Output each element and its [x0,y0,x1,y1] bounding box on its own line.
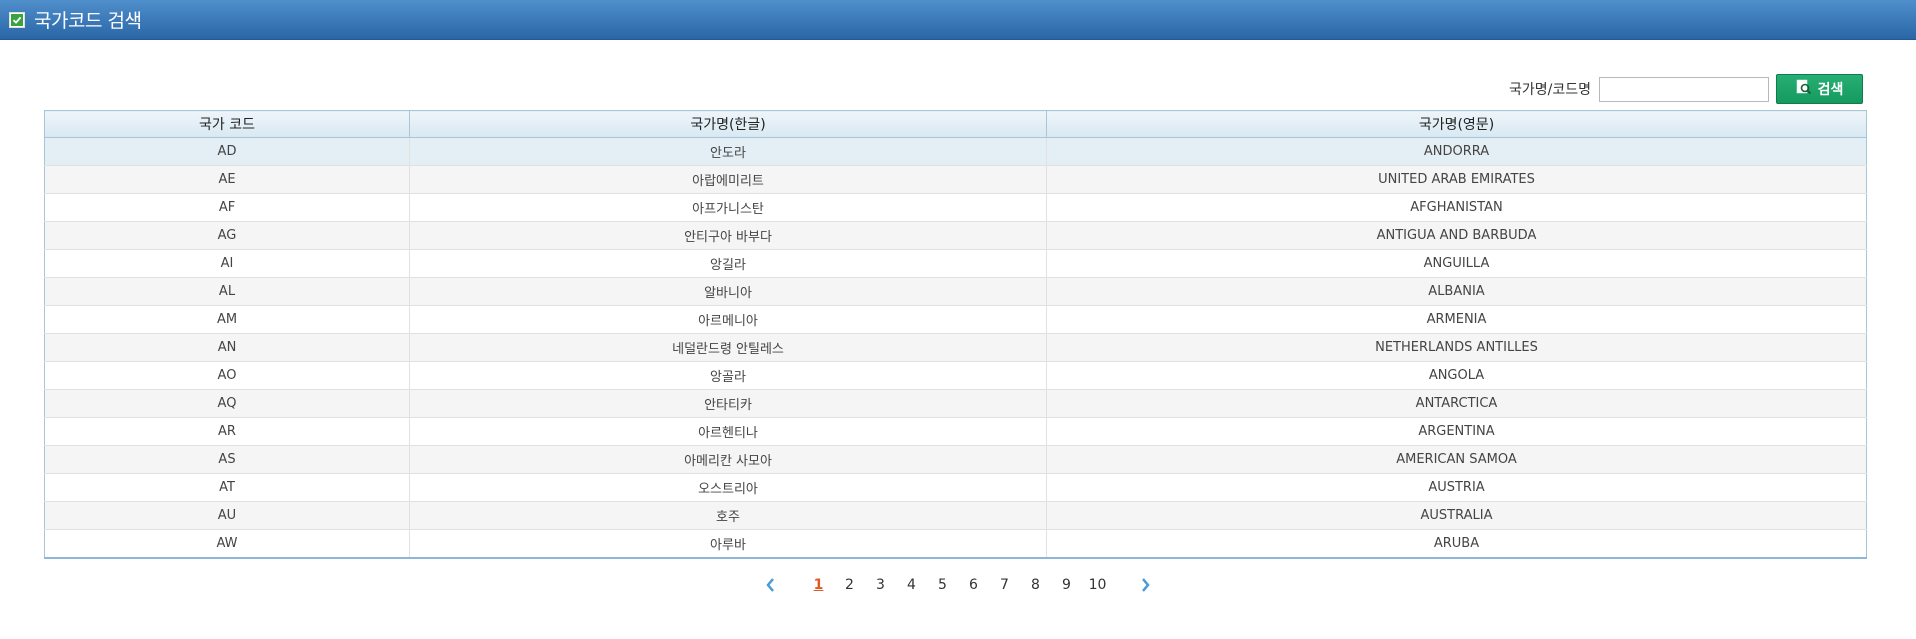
table-row[interactable]: AU 호주 AUSTRALIA [44,501,1867,530]
cell-name-en: ANDORRA [1046,137,1867,166]
cell-name-en: ARUBA [1046,529,1867,559]
page-link-3[interactable]: 3 [876,577,885,593]
table-row[interactable]: AO 앙골라 ANGOLA [44,361,1867,390]
cell-name-ko: 안타티카 [409,389,1047,418]
cell-name-en: ANGOLA [1046,361,1867,390]
cell-name-en: AUSTRALIA [1046,501,1867,530]
cell-name-ko: 앙골라 [409,361,1047,390]
cell-code: AQ [44,389,410,418]
table-header-row: 국가 코드 국가명(한글) 국가명(영문) [44,110,1867,138]
page-link-7[interactable]: 7 [1000,577,1009,593]
table-row[interactable]: AQ 안타티카 ANTARCTICA [44,389,1867,418]
table-row[interactable]: AL 알바니아 ALBANIA [44,277,1867,306]
page-link-4[interactable]: 4 [907,577,916,593]
cell-name-ko: 아랍에미리트 [409,165,1047,194]
pagination: 1 2 3 4 5 6 7 8 9 10 [0,573,1916,597]
cell-name-en: ARGENTINA [1046,417,1867,446]
page-link-2[interactable]: 2 [845,577,854,593]
search-label: 국가명/코드명 [1509,82,1591,98]
page-link-5[interactable]: 5 [938,577,947,593]
cell-name-ko: 알바니아 [409,277,1047,306]
cell-name-ko: 호주 [409,501,1047,530]
table-row[interactable]: AT 오스트리아 AUSTRIA [44,473,1867,502]
cell-code: AR [44,417,410,446]
cell-name-ko: 아르헨티나 [409,417,1047,446]
page-link-1[interactable]: 1 [813,577,824,593]
check-icon [9,11,25,28]
table-row[interactable]: AN 네덜란드령 안틸레스 NETHERLANDS ANTILLES [44,333,1867,362]
cell-code: AS [44,445,410,474]
cell-name-en: ANTIGUA AND BARBUDA [1046,221,1867,250]
table-row[interactable]: AF 아프가니스탄 AFGHANISTAN [44,193,1867,222]
cell-name-en: ANTARCTICA [1046,389,1867,418]
cell-name-en: ALBANIA [1046,277,1867,306]
cell-name-ko: 네덜란드령 안틸레스 [409,333,1047,362]
cell-name-en: NETHERLANDS ANTILLES [1046,333,1867,362]
search-area: 국가명/코드명 검색 [1509,74,1863,104]
table-row[interactable]: AE 아랍에미리트 UNITED ARAB EMIRATES [44,165,1867,194]
cell-name-en: AUSTRIA [1046,473,1867,502]
page-link-10[interactable]: 10 [1088,577,1107,593]
cell-name-en: ARMENIA [1046,305,1867,334]
cell-code: AE [44,165,410,194]
column-header-name-en: 국가명(영문) [1046,110,1867,138]
table-row[interactable]: AM 아르메니아 ARMENIA [44,305,1867,334]
cell-code: AN [44,333,410,362]
cell-name-ko: 안티구아 바부다 [409,221,1047,250]
cell-code: AT [44,473,410,502]
cell-name-ko: 아프가니스탄 [409,193,1047,222]
cell-code: AD [44,137,410,166]
cell-code: AL [44,277,410,306]
search-button[interactable]: 검색 [1776,74,1863,104]
cell-name-ko: 아메리칸 사모아 [409,445,1047,474]
cell-code: AF [44,193,410,222]
table-row[interactable]: AG 안티구아 바부다 ANTIGUA AND BARBUDA [44,221,1867,250]
search-button-label: 검색 [1817,82,1844,98]
cell-name-en: UNITED ARAB EMIRATES [1046,165,1867,194]
cell-name-ko: 오스트리아 [409,473,1047,502]
page-link-8[interactable]: 8 [1031,577,1040,593]
cell-code: AO [44,361,410,390]
cell-code: AU [44,501,410,530]
cell-name-en: AMERICAN SAMOA [1046,445,1867,474]
cell-name-en: ANGUILLA [1046,249,1867,278]
table-row[interactable]: AD 안도라 ANDORRA [44,137,1867,166]
cell-code: AI [44,249,410,278]
page-link-9[interactable]: 9 [1062,577,1071,593]
cell-name-ko: 안도라 [409,137,1047,166]
table-row[interactable]: AR 아르헨티나 ARGENTINA [44,417,1867,446]
page-link-6[interactable]: 6 [969,577,978,593]
table-row[interactable]: AI 앙길라 ANGUILLA [44,249,1867,278]
table-row[interactable]: AS 아메리칸 사모아 AMERICAN SAMOA [44,445,1867,474]
column-header-code: 국가 코드 [44,110,410,138]
chevron-right-icon[interactable] [1137,575,1155,595]
title-bar: 국가코드 검색 [0,0,1916,40]
cell-name-ko: 아르메니아 [409,305,1047,334]
cell-name-ko: 아루바 [409,529,1047,559]
column-header-name-ko: 국가명(한글) [409,110,1047,138]
page-title: 국가코드 검색 [34,10,142,32]
table-row[interactable]: AW 아루바 ARUBA [44,529,1867,559]
cell-code: AM [44,305,410,334]
country-code-table: 국가 코드 국가명(한글) 국가명(영문) AD 안도라 ANDORRA AE 아랍에미… [44,110,1867,559]
cell-name-en: AFGHANISTAN [1046,193,1867,222]
magnifier-doc-icon [1796,79,1812,99]
cell-code: AG [44,221,410,250]
cell-name-ko: 앙길라 [409,249,1047,278]
cell-code: AW [44,529,410,559]
search-input[interactable] [1599,76,1769,102]
chevron-left-icon[interactable] [761,575,779,595]
